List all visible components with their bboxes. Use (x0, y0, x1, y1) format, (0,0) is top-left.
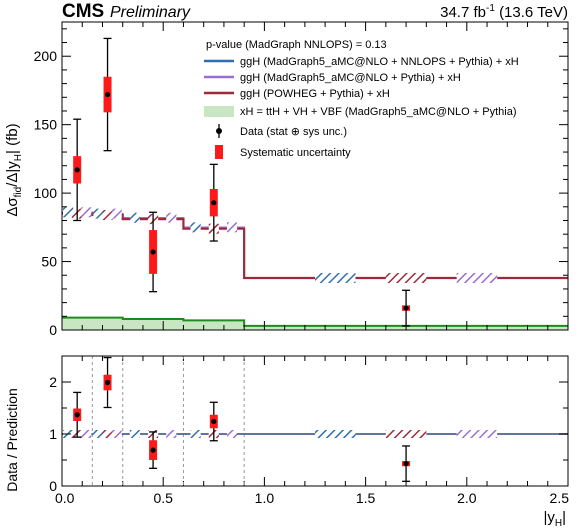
x-tick-label: 0.5 (153, 490, 173, 506)
ratio-powheg-unc-band (102, 430, 113, 438)
ratio-y-tick-label: 1 (49, 426, 57, 442)
amcnlo-unc-band (81, 207, 92, 218)
nnlops-unc-band (315, 272, 356, 283)
data-point (403, 305, 409, 311)
x-axis-title: |yH| (543, 509, 566, 528)
legend-swatch-xh (204, 106, 234, 117)
ratio-amcnlo-unc-band (166, 430, 177, 438)
y-tick-label: 150 (34, 117, 58, 133)
powheg-unc-band (385, 272, 427, 283)
nnlops-unc-band (129, 212, 140, 223)
ratio-data-point (150, 447, 156, 453)
xh-outline (62, 316, 568, 327)
ratio-powheg-unc-band (385, 430, 427, 438)
amcnlo-unc-band (226, 222, 238, 233)
legend-swatch-data-marker (216, 128, 222, 134)
ratio-amcnlo-unc-band (456, 430, 498, 438)
nnlops-unc-band (63, 207, 74, 218)
ratio-nnlops-unc-band (190, 430, 201, 438)
y-tick-label: 200 (34, 48, 58, 64)
y-axis-title: Δσfid/Δ|yH| (fb) (4, 123, 24, 216)
ratio-nnlops-unc-band (93, 430, 104, 438)
amcnlo-unc-band (166, 212, 177, 223)
nnlops-unc-band (93, 208, 104, 219)
legend-swatch-syst (215, 145, 223, 159)
ratio-data-point (74, 412, 80, 418)
lumi-exponent: -1 (486, 3, 495, 14)
amcnlo-unc-band (456, 272, 498, 283)
legend: p-value (MadGraph NNLOPS) = 0.13 ggH (Ma… (204, 39, 519, 159)
x-tick-label: 2.0 (457, 490, 477, 506)
x-tick-label: 2.5 (550, 490, 570, 506)
experiment-label: CMS (62, 1, 104, 22)
x-tick-label: 1.0 (255, 490, 275, 506)
ratio-y-axis-title: Data / Prediction (4, 388, 20, 492)
ratio-y-tick-label: 2 (49, 374, 57, 390)
legend-pvalue: p-value (MadGraph NNLOPS) = 0.13 (206, 39, 387, 51)
ratio-amcnlo-unc-band (226, 430, 238, 438)
ratio-plot-frame (61, 355, 569, 487)
ratio-amcnlo-unc-band (111, 430, 122, 438)
amcnlo-unc-band (111, 208, 122, 219)
legend-item-syst: Systematic uncertainty (240, 147, 351, 159)
ratio-y-tick-label: 0 (49, 478, 57, 494)
legend-item-amcnlo: ggH (MadGraph5_aMC@NLO + Pythia) + xH (240, 72, 461, 84)
legend-item-data: Data (stat ⊕ sys unc.) (240, 126, 347, 138)
ratio-data-point (211, 418, 217, 425)
ratio-data-point (403, 461, 409, 467)
y-tick-label: 0 (49, 322, 57, 338)
main-panel: 0 50 100 150 200 (34, 21, 569, 338)
data-point (74, 167, 80, 173)
x-tick-label: 0.0 (55, 490, 75, 506)
ratio-nnlops-unc-band (315, 430, 356, 438)
ratio-data-point (104, 379, 111, 386)
nnlops-unc-band (190, 222, 201, 233)
y-tick-label: 50 (41, 254, 57, 270)
y-axis-title-sub: fid (13, 187, 24, 198)
data-point (211, 200, 217, 206)
lumi-label: 34.7 fb-1 (13.6 TeV) (440, 3, 568, 21)
ratio-amcnlo-unc-band (81, 430, 92, 438)
ratio-panel: 0 1 2 0.0 0.5 1.0 1.5 2.0 2.5 (49, 355, 570, 506)
legend-item-powheg: ggH (POWHEG + Pythia) + xH (240, 88, 390, 100)
data-point (150, 249, 156, 255)
powheg-unc-band (102, 210, 113, 221)
ratio-nnlops-unc-band (129, 430, 140, 438)
status-label: Preliminary (110, 4, 191, 21)
powheg-step-line (62, 212, 568, 280)
x-tick-label: 1.5 (356, 490, 376, 506)
main-plot-frame (61, 21, 569, 331)
y-tick-label: 100 (34, 185, 58, 201)
legend-item-xh: xH = ttH + VH + VBF (MadGraph5_aMC@NLO +… (240, 106, 517, 118)
data-point (104, 91, 111, 98)
legend-item-nnlops: ggH (MadGraph5_aMC@NLO + NNLOPS + Pythia… (240, 56, 519, 68)
